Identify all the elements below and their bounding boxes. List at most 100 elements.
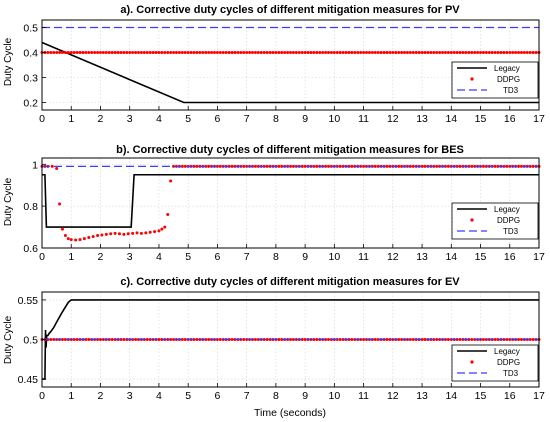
panel-b-series-ddpg-point <box>87 236 91 240</box>
panel-c-series-ddpg-point <box>52 338 56 341</box>
panel-a-series-ddpg-point <box>87 51 91 54</box>
panel-a-series-ddpg-point <box>481 51 485 54</box>
panel-a-series-ddpg-point <box>55 51 59 54</box>
panel-a-series-ddpg-point <box>417 51 421 54</box>
panel-b-series-ddpg-point <box>253 164 257 168</box>
panel-a-series-ddpg-point <box>286 51 290 54</box>
panel-a-series-ddpg <box>40 51 541 54</box>
panel-b-series-ddpg-point <box>131 231 135 235</box>
panel-b-series-ddpg-point <box>82 237 86 241</box>
panel-a-series-ddpg-point <box>98 51 102 54</box>
panel-a-series-ddpg-point <box>81 51 85 54</box>
panel-b-xtick-label: 14 <box>445 251 457 263</box>
panel-a-series-ddpg-point <box>519 51 523 54</box>
panel-b: b). Corrective duty cycles of different … <box>3 144 545 263</box>
panel-b-series-ddpg-point <box>117 232 121 236</box>
panel-c-ytick-label: 0.55 <box>18 295 39 307</box>
panel-a-series-ddpg-point <box>329 51 333 54</box>
panel-c-series-ddpg-point <box>280 338 284 341</box>
panel-a-series-ddpg-point <box>379 51 383 54</box>
panel-a-series-ddpg-point <box>484 51 488 54</box>
panel-a-series-ddpg-point <box>125 51 129 54</box>
panel-b-series-ddpg-point <box>481 164 485 168</box>
panel-a-series-ddpg-point <box>274 51 278 54</box>
panel-a-series-ddpg-point <box>414 51 418 54</box>
panel-b-xtick-label: 4 <box>156 251 162 263</box>
panel-a-series-ddpg-point <box>517 51 521 54</box>
panel-a-series-ddpg-point <box>435 51 439 54</box>
panel-a-series-ddpg-point <box>400 51 404 54</box>
panel-b-title: b). Corrective duty cycles of different … <box>116 144 464 156</box>
panel-a-legend: Legacy DDPG TD3 <box>451 61 539 99</box>
panel-c-xtick-label: 11 <box>358 390 369 402</box>
panel-a-series-ddpg-point <box>505 51 509 54</box>
panel-a-series-ddpg-point <box>353 51 357 54</box>
panel-b-legend: Legacy DDPG TD3 <box>451 202 539 240</box>
panel-c-xtick-label: 9 <box>302 390 308 402</box>
panel-b-ylabel: Duty Cycle <box>3 177 14 226</box>
panel-c-series-ddpg-point <box>420 338 424 341</box>
panel-c-series-ddpg-point <box>446 338 450 341</box>
panel-a-series-ddpg-point <box>300 51 304 54</box>
panel-a-series-ddpg-point <box>177 51 181 54</box>
panel-a-series-ddpg-point <box>455 51 459 54</box>
panel-b-ticks: 0 1 2 3 4 5 6 7 8 9 10 11 12 13 14 15 16 170.60.81 <box>23 159 545 263</box>
panel-a-series-ddpg-point <box>496 51 500 54</box>
panel-c-series-ddpg-point <box>110 338 114 341</box>
panel-b-ytick-label: 0.8 <box>23 201 38 213</box>
panel-c-series-ddpg-point <box>408 338 412 341</box>
panel-a-series-ddpg-point <box>192 51 196 54</box>
panel-b-series-ddpg-point <box>242 164 246 168</box>
panel-a-series-ddpg-point <box>382 51 386 54</box>
panel-a: a). Corrective duty cycles of different … <box>3 4 545 125</box>
panel-b-series-ddpg-point <box>300 164 304 168</box>
panel-a-series-ddpg-point <box>172 51 176 54</box>
panel-a-series-ddpg-point <box>432 51 436 54</box>
panel-b-series-ddpg-point <box>50 164 54 168</box>
panel-a-ticks: 0 1 2 3 4 5 6 7 8 9 10 11 12 13 14 15 16 170.20.30.40.5 <box>23 23 545 126</box>
panel-b-series-ddpg-point <box>207 164 211 168</box>
panel-c-series-ddpg-point <box>458 338 462 341</box>
panel-a-series-ddpg-point <box>388 51 392 54</box>
panel-a-series-ddpg-point <box>429 51 433 54</box>
panel-a-series-ddpg-point <box>248 51 252 54</box>
panel-a-series-ddpg-point <box>242 51 246 54</box>
panel-a-xtick-label: 10 <box>329 113 341 125</box>
panel-a-series-ddpg-point <box>338 51 342 54</box>
panel-a-series-ddpg-point <box>96 51 100 54</box>
panel-a-series-ddpg-point <box>385 51 389 54</box>
panel-c-ylabel: Duty Cycle <box>3 315 14 364</box>
panel-a-series-ddpg-point <box>441 51 445 54</box>
panel-a-series-ddpg-point <box>69 51 73 54</box>
panel-a-xtick-label: 14 <box>445 113 457 125</box>
panel-a-frame <box>41 19 540 111</box>
panel-b-xtick-label: 1 <box>68 251 74 263</box>
panel-b-series-ddpg-point <box>113 231 117 235</box>
panel-b-xtick-label: 9 <box>302 251 308 263</box>
panel-b-series-ddpg-point <box>373 164 377 168</box>
panel-b-xtick-label: 16 <box>504 251 516 263</box>
panel-b-series-ddpg-point <box>505 164 509 168</box>
panel-c: c). Corrective duty cycles of different … <box>3 276 545 402</box>
panel-c-series-ddpg-point <box>505 338 509 341</box>
panel-a-series <box>40 26 541 104</box>
panel-a-series-ddpg-point <box>449 51 453 54</box>
panel-a-series-ddpg-point <box>259 51 263 54</box>
panel-a-series-ddpg-point <box>230 51 234 54</box>
panel-a-series-ddpg-point <box>373 51 377 54</box>
panel-c-series-ddpg-point <box>397 338 401 341</box>
panel-a-series-ddpg-point <box>215 51 219 54</box>
panel-a-series-ddpg-point <box>90 51 94 54</box>
panel-b-series-ddpg-point <box>218 164 222 168</box>
panel-c-series-ddpg-point <box>338 338 342 341</box>
panel-a-series-ddpg-point <box>499 51 503 54</box>
panel-c-xtick-label: 14 <box>445 390 457 402</box>
panel-a-series-ddpg-point <box>204 51 208 54</box>
panel-a-series-ddpg-point <box>110 51 114 54</box>
panel-b-xtick-label: 11 <box>358 251 369 263</box>
panel-c-series-ddpg-point <box>253 338 257 341</box>
panel-c-series-ddpg-point <box>291 338 295 341</box>
panel-c-xtick-label: 1 <box>68 390 74 402</box>
panel-b-series-ddpg-point <box>148 230 152 234</box>
panel-b-frame <box>41 157 540 249</box>
